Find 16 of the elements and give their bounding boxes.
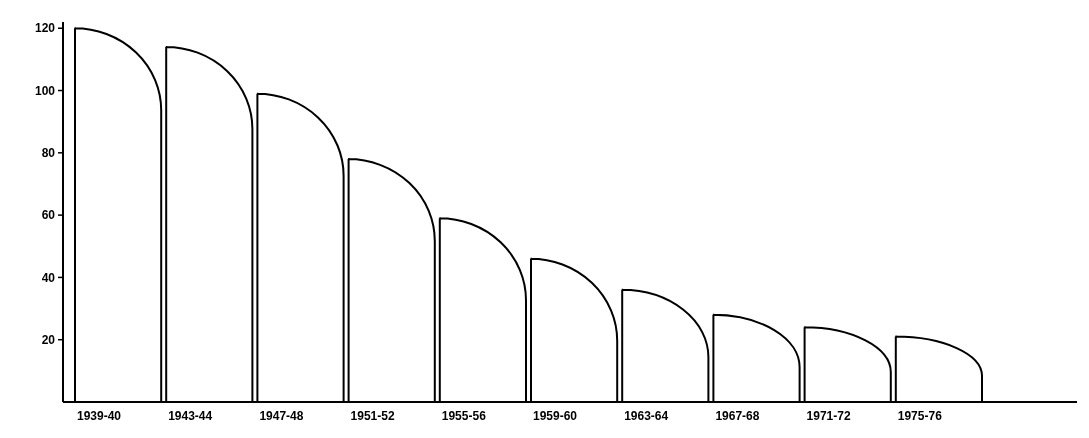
x-tick-label: 1955-56 <box>441 409 487 423</box>
y-tick-label: 120 <box>34 21 56 36</box>
y-tick-label: 60 <box>41 208 56 223</box>
x-tick-label: 1939-40 <box>76 409 122 423</box>
x-tick-label: 1959-60 <box>532 409 578 423</box>
x-tick-label: 1975-76 <box>897 409 943 423</box>
y-tick-label: 40 <box>41 270 56 285</box>
y-tick-label: 100 <box>34 83 56 98</box>
x-tick-label: 1967-68 <box>715 409 760 423</box>
x-tick-label: 1943-44 <box>168 409 213 423</box>
x-tick-label: 1971-72 <box>806 409 851 423</box>
x-tick-label: 1963-64 <box>624 409 669 423</box>
y-tick-label: 20 <box>41 332 56 347</box>
x-tick-label: 1951-52 <box>350 409 395 423</box>
x-tick-label: 1947-48 <box>259 409 304 423</box>
y-tick-label: 80 <box>41 146 56 161</box>
